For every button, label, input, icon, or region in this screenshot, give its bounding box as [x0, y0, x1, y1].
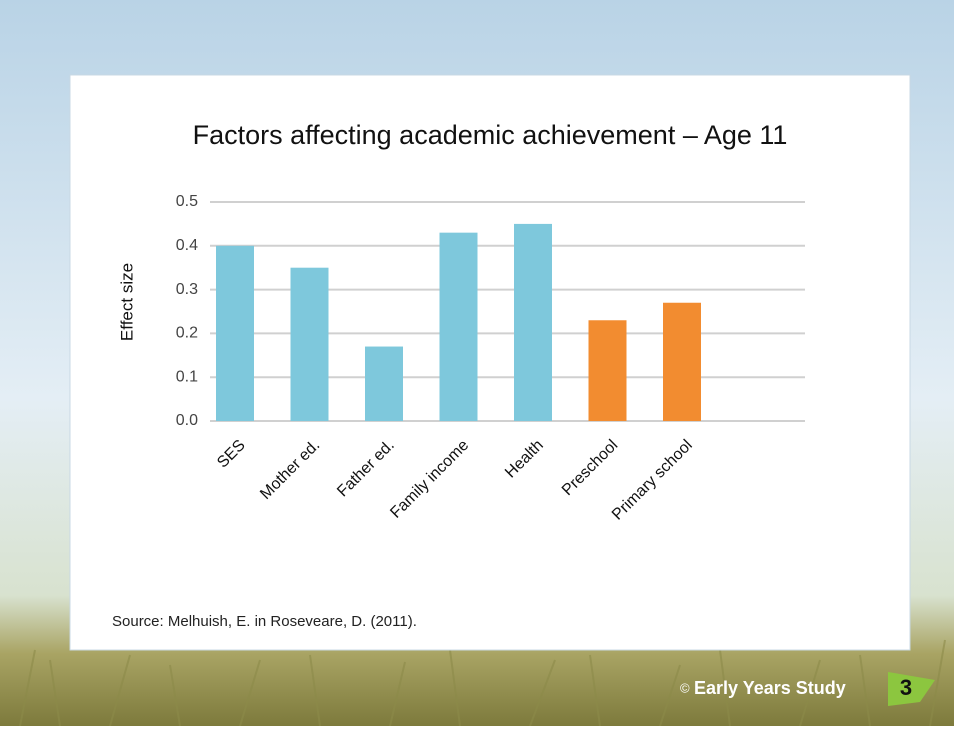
- y-tick-label: 0.4: [176, 237, 198, 254]
- y-axis-label: Effect size: [117, 263, 136, 341]
- bar: [216, 245, 254, 421]
- page-number: 3: [900, 675, 912, 700]
- bar: [663, 302, 701, 421]
- y-tick-label: 0.0: [176, 412, 198, 429]
- brand: Early Years Study: [694, 678, 846, 698]
- y-tick-label: 0.1: [176, 368, 198, 385]
- grass: [19, 639, 946, 727]
- bar: [588, 320, 627, 421]
- page-badge: [888, 672, 935, 706]
- bar: [290, 267, 329, 421]
- y-tick-label: 0.5: [176, 193, 198, 210]
- copyright: ©: [680, 680, 690, 695]
- y-tick-label: 0.2: [176, 325, 198, 342]
- bar: [365, 346, 403, 421]
- source: Source: Melhuish, E. in Roseveare, D. (2…: [112, 613, 417, 630]
- y-tick-label: 0.3: [176, 281, 198, 298]
- content-panel: [69, 74, 911, 651]
- bar: [439, 232, 478, 421]
- bar: [514, 223, 552, 421]
- chart-title: Factors affecting academic achievement –…: [193, 120, 788, 150]
